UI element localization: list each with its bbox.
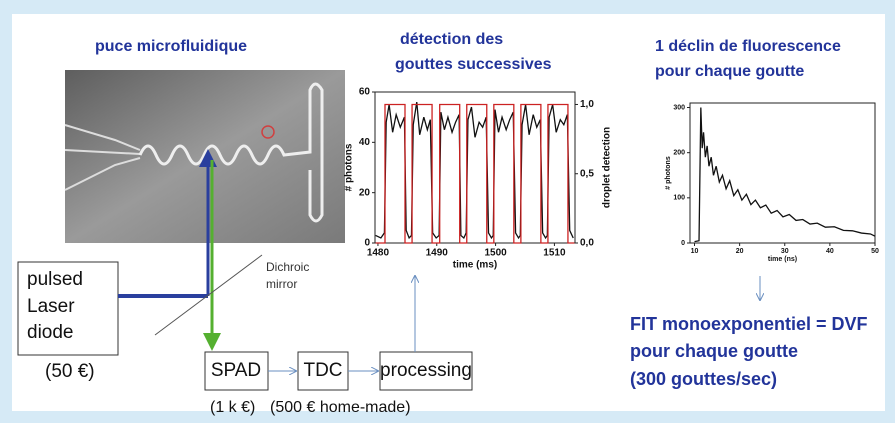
x-tick-label: 1500 — [484, 248, 507, 259]
x-tick-label: 10 — [691, 248, 699, 255]
y-tick-label: 300 — [673, 104, 685, 111]
tdc-price: (500 € home-made) — [270, 399, 411, 416]
y-tick-label: 60 — [359, 87, 371, 98]
y-tick-label: 100 — [673, 195, 685, 202]
x-tick-label: 40 — [826, 248, 834, 255]
plot-title: gouttes successives — [395, 56, 552, 73]
x-tick-label: 1510 — [543, 248, 566, 259]
mirror-label: mirror — [266, 277, 297, 291]
chip-title: puce microfluidique — [95, 38, 247, 55]
x-tick-label: 1480 — [367, 248, 390, 259]
y-axis-label: # photons — [344, 143, 355, 191]
plot-frame — [689, 102, 876, 244]
y-tick-label: 200 — [673, 150, 685, 157]
detection-plot: 1480 1490 1500 1510 0 20 40 60 0,0 0,5 1,0 time (ms… — [344, 87, 613, 271]
y-tick-label: 20 — [359, 187, 371, 198]
laser-label: diode — [27, 322, 74, 343]
y-tick-label: 40 — [359, 137, 371, 148]
spad-price: (1 k €) — [210, 399, 255, 416]
plot-title: pour chaque goutte — [655, 63, 804, 80]
fit-text: (300 gouttes/sec) — [630, 369, 777, 389]
x-tick-label: 50 — [871, 248, 879, 255]
data-line — [694, 107, 876, 243]
y2-tick-label: 0,0 — [580, 238, 594, 249]
y-axis-label: # photons — [665, 156, 672, 190]
x-axis-label: time (ns) — [768, 256, 797, 263]
laser-box — [17, 261, 119, 356]
mirror — [154, 254, 263, 336]
fit-text: pour chaque goutte — [630, 341, 798, 361]
spad-label: SPAD — [211, 360, 261, 381]
processing-box — [379, 351, 473, 391]
x-tick-label: 20 — [736, 248, 744, 255]
y-tick-label: 0 — [681, 240, 685, 247]
decay-plot: 10 20 30 40 50 0 100 200 300 time (ns) # photons — [665, 102, 879, 263]
chip-image — [64, 70, 345, 243]
spad-box — [204, 351, 269, 391]
tdc-label: TDC — [303, 360, 342, 381]
data-line — [375, 103, 575, 244]
mirror-label: Dichroic — [266, 260, 309, 274]
laser-label: Laser — [27, 296, 75, 317]
y2-axis-label: droplet detection — [602, 127, 613, 208]
y2-tick-label: 1,0 — [580, 99, 594, 110]
fit-text: FIT monoexponentiel = DVF — [630, 314, 868, 334]
laser-price: (50 €) — [45, 361, 95, 382]
plot-title: détection des — [400, 31, 503, 48]
processing-label: processing — [380, 360, 472, 381]
plot-title: 1 déclin de fluorescence — [655, 38, 841, 55]
y2-tick-label: 0,5 — [580, 168, 594, 179]
y-tick-label: 0 — [364, 238, 370, 249]
laser-label: pulsed — [27, 269, 83, 290]
x-tick-label: 30 — [781, 248, 789, 255]
x-axis-label: time (ms) — [453, 260, 497, 271]
x-tick-label: 1490 — [426, 248, 449, 259]
